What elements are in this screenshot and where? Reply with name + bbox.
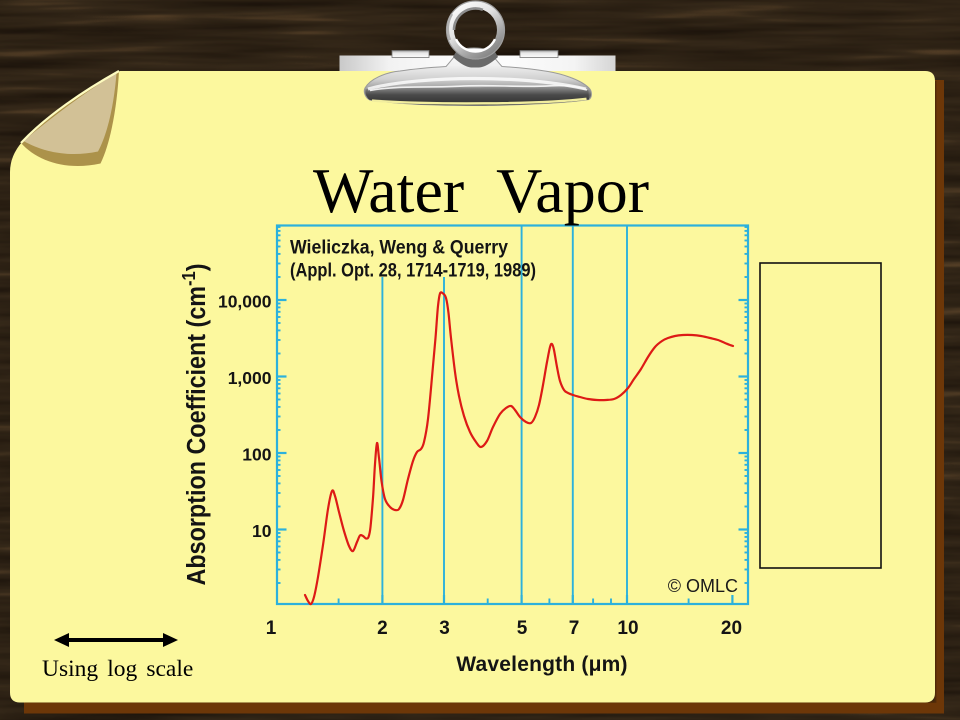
svg-text:100: 100 <box>242 445 271 465</box>
svg-text:Wavelength (μm): Wavelength (μm) <box>456 653 627 676</box>
svg-text:10,000: 10,000 <box>218 292 272 312</box>
svg-text:1,000: 1,000 <box>228 368 272 388</box>
svg-text:Using log scale: Using log scale <box>42 656 193 682</box>
svg-text:Wieliczka, Weng & Querry: Wieliczka, Weng & Querry <box>290 237 508 259</box>
svg-text:7: 7 <box>569 618 580 639</box>
svg-text:10: 10 <box>252 521 272 541</box>
svg-text:© OMLC: © OMLC <box>668 576 738 596</box>
svg-text:Water Vapor: Water Vapor <box>313 155 649 226</box>
svg-text:5: 5 <box>517 618 528 639</box>
svg-text:2: 2 <box>377 618 388 639</box>
svg-text:3: 3 <box>439 618 450 639</box>
svg-text:20: 20 <box>721 618 742 639</box>
svg-text:Absorption Coefficient (cm-1): Absorption Coefficient (cm-1) <box>179 264 211 586</box>
svg-text:(Appl. Opt. 28, 1714-1719, 198: (Appl. Opt. 28, 1714-1719, 1989) <box>290 260 536 282</box>
svg-text:1: 1 <box>266 618 277 639</box>
svg-text:10: 10 <box>617 618 638 639</box>
